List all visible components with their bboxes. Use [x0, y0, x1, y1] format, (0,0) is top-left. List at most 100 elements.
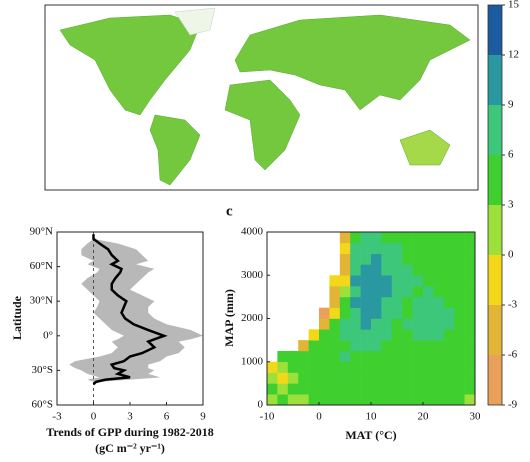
- heatmap-cell: [360, 340, 372, 352]
- heatmap-cell: [433, 242, 445, 254]
- heatmap-cell: [381, 275, 393, 287]
- heatmap-cell: [339, 275, 351, 287]
- x-tick-label: 0: [316, 411, 322, 423]
- heatmap-cell: [329, 350, 341, 363]
- africa: [224, 79, 301, 171]
- heatmap-cell: [391, 340, 403, 352]
- heatmap-cell: [267, 394, 278, 406]
- heatmap-cell: [339, 372, 351, 384]
- y-tick-label: 2000: [241, 312, 264, 324]
- heatmap-cell: [402, 340, 413, 352]
- heatmap-cell: [454, 383, 465, 395]
- heatmap-cell: [412, 340, 424, 352]
- heatmap-cell: [402, 286, 413, 298]
- continents: [59, 7, 471, 186]
- heatmap-cell: [412, 329, 424, 341]
- heatmap-cell: [423, 394, 434, 406]
- heatmap-cell: [329, 383, 341, 395]
- y-tick-label: 4000: [241, 226, 264, 238]
- heatmap-cell: [360, 394, 372, 406]
- heatmap-cell: [381, 296, 393, 308]
- heatmap-cell: [371, 394, 382, 406]
- heatmap-cell: [391, 329, 403, 341]
- heatmap-cell: [381, 361, 393, 373]
- heatmap-cell: [371, 307, 382, 319]
- heatmap-cell: [433, 361, 445, 373]
- heatmap-cell: [433, 350, 445, 363]
- heatmap-cell: [298, 383, 309, 395]
- heatmap-cell: [339, 383, 351, 395]
- heatmap-cell: [402, 361, 413, 373]
- heatmap-cell: [371, 383, 382, 395]
- heatmap-cell: [464, 286, 476, 298]
- heatmap-cell: [391, 361, 403, 373]
- heatmap-cell: [454, 372, 465, 384]
- heatmap-cell: [319, 383, 330, 395]
- heatmap-cell: [350, 242, 361, 254]
- heatmap-cell: [319, 318, 330, 330]
- heatmap-cell: [350, 253, 361, 265]
- heatmap-cell: [319, 307, 330, 319]
- heatmap-cell: [433, 383, 445, 395]
- heatmap-cell: [402, 275, 413, 287]
- heatmap-cell: [464, 318, 476, 330]
- heatmap-cell: [464, 383, 476, 395]
- heatmap-cell: [423, 307, 434, 319]
- x-axis-unit: (gC m⁻² yr⁻¹): [95, 441, 165, 455]
- x-tick-label: 6: [164, 411, 170, 423]
- heatmap-cell: [319, 372, 330, 384]
- greenland: [174, 7, 216, 36]
- heatmap-cell: [360, 361, 372, 373]
- heatmap-cell: [350, 372, 361, 384]
- heatmap-cell: [360, 329, 372, 341]
- heatmap-cell: [350, 307, 361, 319]
- heatmap-cell: [454, 286, 465, 298]
- heatmap-cell: [381, 232, 393, 244]
- heatmap-cell: [443, 275, 455, 287]
- heatmap-cell: [287, 394, 299, 406]
- heatmap-cell: [464, 242, 476, 254]
- heatmap-cell: [464, 340, 476, 352]
- heatmap-cell: [339, 329, 351, 341]
- heatmap-cell: [319, 340, 330, 352]
- heatmap-cell: [433, 307, 445, 319]
- heatmap-cell: [350, 264, 361, 276]
- heatmap-cell: [350, 361, 361, 373]
- heatmap-cell: [423, 286, 434, 298]
- y-tick-label: 0: [258, 399, 264, 411]
- heatmap-cell: [371, 318, 382, 330]
- heatmap-cell: [402, 253, 413, 265]
- heatmap-cell: [391, 394, 403, 406]
- y-tick-label: 60°S: [31, 399, 53, 411]
- heatmap-cell: [423, 329, 434, 341]
- heatmap-cell: [391, 383, 403, 395]
- heatmap-cell: [329, 307, 341, 319]
- heatmap-cell: [339, 232, 351, 244]
- heatmap-cell: [464, 264, 476, 276]
- heatmap-cell: [454, 318, 465, 330]
- heatmap-cell: [402, 232, 413, 244]
- heatmap-cell: [412, 394, 424, 406]
- heatmap-cell: [350, 383, 361, 395]
- x-tick-label: 9: [200, 411, 206, 423]
- colorbar-tick-label: 15: [508, 0, 520, 11]
- heatmap-cell: [308, 372, 320, 384]
- heatmap-cell: [381, 242, 393, 254]
- heatmap-cell: [433, 372, 445, 384]
- colorbar-segment: [488, 55, 502, 105]
- heatmap-cell: [423, 340, 434, 352]
- heatmap-cell: [464, 296, 476, 308]
- heatmap-cell: [360, 232, 372, 244]
- heatmap-cell: [360, 372, 372, 384]
- colorbar-tick-label: -9: [508, 399, 518, 411]
- heatmap-cell: [298, 350, 309, 363]
- heatmap-cell: [402, 350, 413, 363]
- heatmap-cell: [423, 253, 434, 265]
- colorbar-tick-label: 12: [508, 49, 519, 61]
- heatmap-cell: [443, 286, 455, 298]
- heatmap-cell: [443, 307, 455, 319]
- heatmap-cell: [433, 232, 445, 244]
- heatmap-cell: [443, 296, 455, 308]
- heatmap-cell: [298, 394, 309, 406]
- heatmap-cell: [402, 264, 413, 276]
